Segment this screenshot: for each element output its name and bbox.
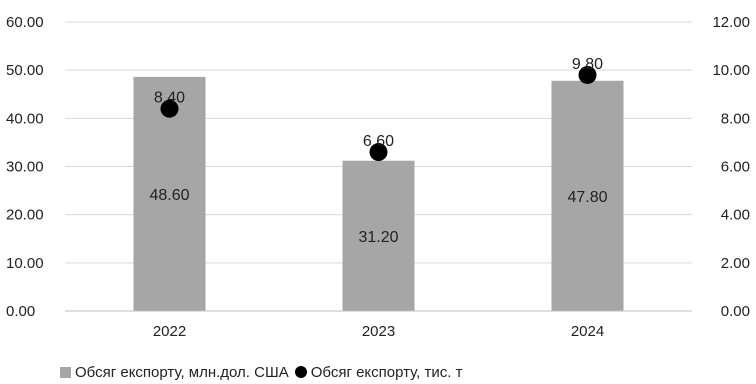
y-right-tick-label: 8.00 (721, 110, 750, 127)
y-left-tick-label: 40.00 (6, 110, 44, 127)
x-tick-label: 2024 (571, 323, 604, 340)
legend-marker-swatch-icon (294, 366, 307, 378)
y-right-tick-label: 2.00 (721, 255, 750, 272)
marker-point (160, 99, 179, 118)
y-left-tick-label: 30.00 (6, 159, 44, 176)
y-left-tick-label: 10.00 (6, 255, 44, 272)
marker-data-label: 8.40 (154, 90, 185, 107)
marker-data-label: 6.60 (363, 133, 394, 150)
y-right-tick-label: 0.00 (721, 303, 750, 320)
bar-data-label: 31.20 (358, 229, 398, 246)
legend-marker-label: Обсяг експорту, тис. т (310, 363, 463, 381)
x-tick-label: 2023 (362, 323, 395, 340)
y-right-tick-label: 6.00 (721, 159, 750, 176)
legend-bar-swatch-icon (60, 366, 71, 378)
y-left-tick-label: 0.00 (6, 303, 35, 320)
y-left-tick-label: 50.00 (6, 62, 44, 79)
bar (551, 80, 624, 311)
legend-bar-label: Обсяг експорту, млн.дол. США (75, 363, 289, 381)
x-tick-label: 2022 (153, 323, 186, 340)
marker-point (578, 65, 597, 84)
y-left-tick-label: 20.00 (6, 207, 44, 224)
bar-data-label: 48.60 (149, 187, 189, 204)
y-right-tick-label: 10.00 (712, 62, 750, 79)
chart-plot: 0.00 10.00 20.00 30.00 40.00 50.00 60.00 0.00 2.… (6, 14, 750, 340)
legend-item-bar: Обсяг експорту, млн.дол. США (60, 364, 289, 381)
y-right-tick-label: 4.00 (721, 207, 750, 224)
legend: Обсяг експорту, млн.дол. США Обсяг експо… (60, 362, 468, 382)
bar (342, 160, 415, 311)
legend-item-marker: Обсяг експорту, тис. т (294, 363, 463, 381)
marker-data-label: 9.80 (572, 56, 603, 73)
y-right-tick-label: 12.00 (712, 14, 750, 31)
marker-point (369, 143, 388, 162)
y-left-tick-label: 60.00 (6, 14, 44, 31)
bar-data-label: 47.80 (567, 189, 607, 206)
